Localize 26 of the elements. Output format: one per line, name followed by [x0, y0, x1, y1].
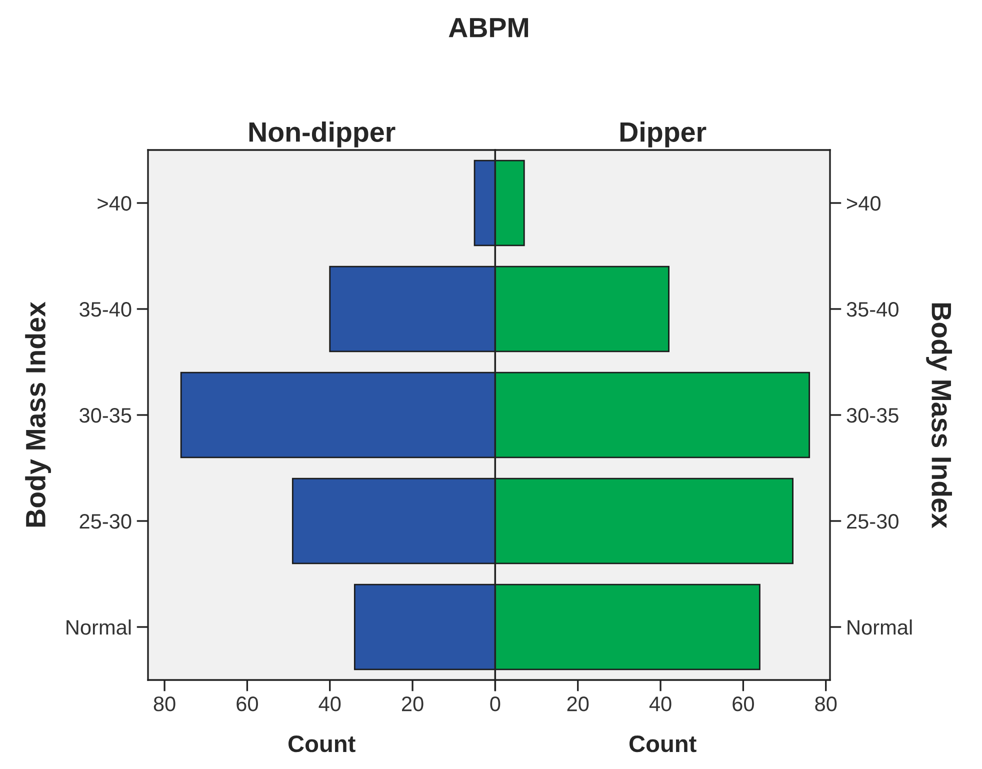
x-tick-label: 60 — [236, 696, 258, 712]
y-tick-label: Normal — [66, 619, 131, 635]
y-tick-label: >40 — [98, 196, 132, 211]
x-tick-label: 40 — [649, 696, 672, 712]
y-axis-title: Body Mass Index — [926, 303, 952, 528]
y-axis-title: Body Mass Index — [25, 302, 52, 527]
x-tick-label: 40 — [318, 696, 341, 712]
x-tick-label: 20 — [567, 696, 589, 712]
x-tick-label: 0 — [490, 696, 500, 712]
x-axis-title: Count — [629, 735, 696, 752]
y-tick-label: 25-30 — [80, 514, 132, 529]
y-tick-label: 30-35 — [846, 408, 898, 423]
y-tick-label: Normal — [848, 619, 912, 635]
chart-title: ABPM — [448, 18, 528, 38]
y-tick-label: 25-30 — [847, 514, 898, 529]
x-tick-label: 60 — [732, 696, 754, 712]
y-tick-label: 35-40 — [846, 302, 898, 317]
x-tick-label: 80 — [815, 696, 837, 712]
chart-subtitle: Non-dipper — [249, 122, 396, 148]
x-axis-title: Count — [288, 735, 356, 752]
y-tick-label: 35-40 — [80, 302, 132, 317]
chart-subtitle: Dipper — [620, 122, 706, 148]
y-tick-label: >40 — [847, 196, 880, 211]
x-tick-label: 80 — [154, 696, 176, 712]
y-tick-label: 30-35 — [80, 408, 132, 423]
x-tick-label: 20 — [402, 696, 424, 712]
